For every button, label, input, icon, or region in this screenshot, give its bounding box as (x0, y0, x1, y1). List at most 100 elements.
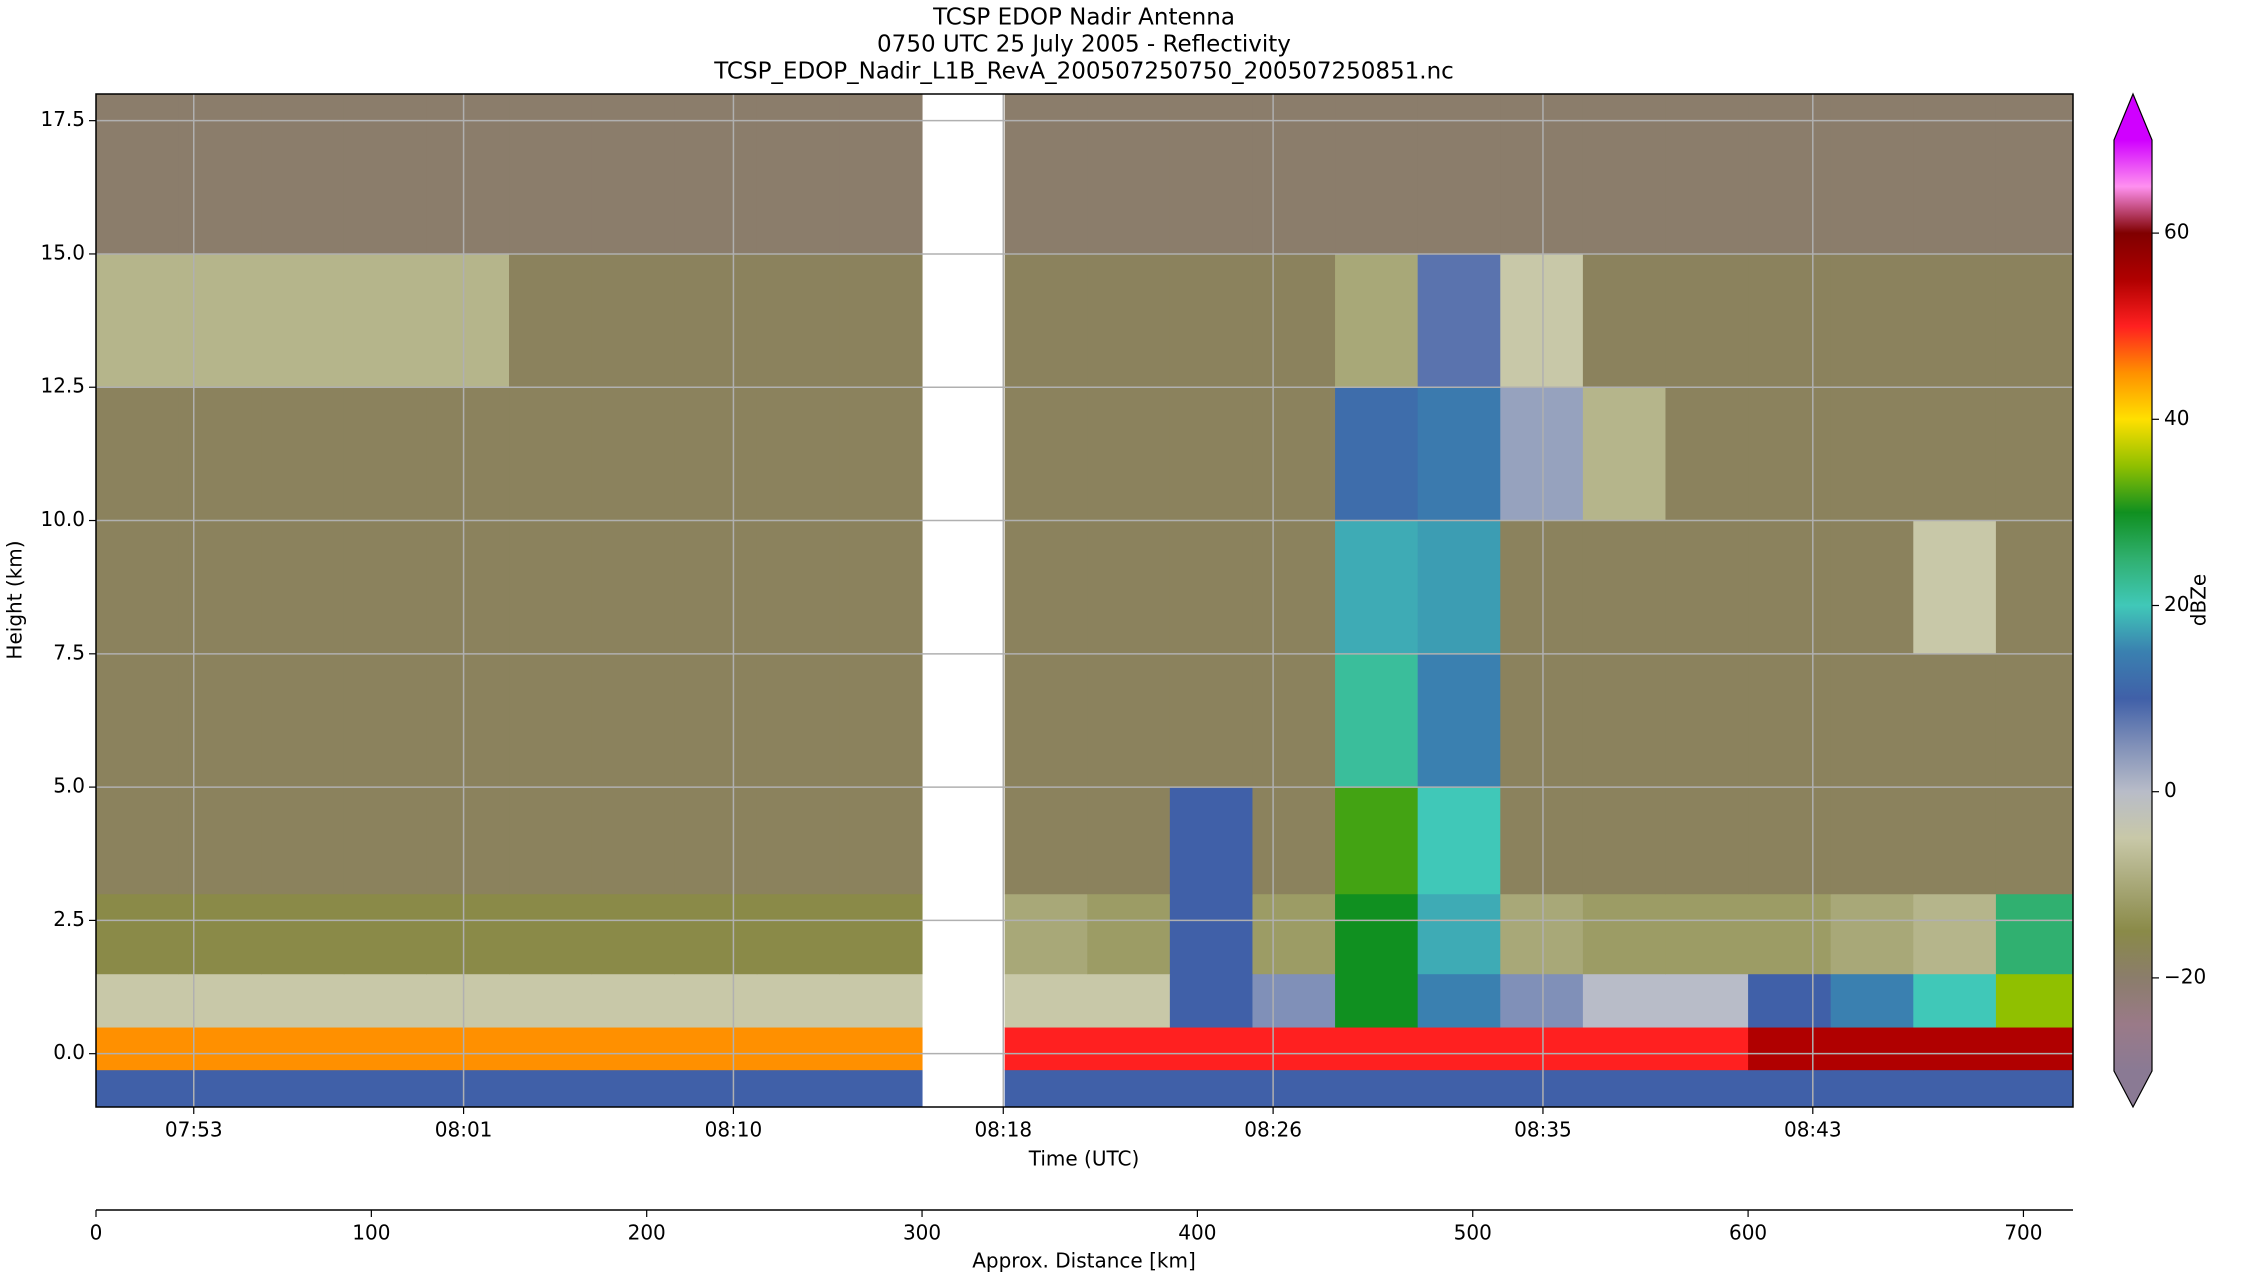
x-tick-label: 08:10 (705, 1118, 763, 1142)
heatmap-cell (1830, 253, 1914, 388)
heatmap-cell (1665, 253, 1749, 388)
heatmap-cell (1004, 973, 1088, 1028)
heatmap-cell (1004, 387, 1088, 522)
heatmap-cell (674, 787, 758, 895)
heatmap-cell (1665, 1069, 1749, 1107)
y-tick-label: 12.5 (40, 374, 85, 398)
y-tick-label: 0.0 (53, 1040, 85, 1064)
heatmap-cell (1913, 94, 1997, 255)
heatmap-cell (674, 94, 758, 255)
heatmap-cell (1500, 387, 1584, 522)
heatmap-cell (1087, 1069, 1171, 1107)
heatmap-cell (1252, 893, 1336, 975)
colorbar-tick-label: −20 (2164, 964, 2206, 988)
colorbar-tick-label: 40 (2164, 406, 2189, 430)
heatmap-cell (839, 787, 923, 895)
heatmap-cell (756, 253, 840, 388)
heatmap-cell (756, 520, 840, 655)
heatmap-cell (1087, 94, 1171, 255)
heatmap-cell (261, 253, 345, 388)
heatmap-cell (1748, 1069, 1832, 1107)
heatmap-cell (178, 787, 262, 895)
heatmap-cell (426, 973, 510, 1028)
x2-tick-label: 700 (2004, 1221, 2042, 1245)
heatmap-cell (343, 253, 427, 388)
heatmap-cell (1335, 1027, 1419, 1071)
colorbar-extend-bottom (2114, 1071, 2152, 1107)
heatmap-cell (1500, 253, 1584, 388)
heatmap-cell (756, 1069, 840, 1107)
heatmap-cell (178, 94, 262, 255)
heatmap-cell (1335, 893, 1419, 975)
heatmap-cell (261, 387, 345, 522)
heatmap-cell (178, 893, 262, 975)
heatmap-cell (591, 1027, 675, 1071)
heatmap-cell (1169, 94, 1253, 255)
heatmap-cell (1830, 653, 1914, 788)
heatmap-cell (343, 1069, 427, 1107)
heatmap-cell (1252, 387, 1336, 522)
heatmap-cell (1004, 1069, 1088, 1107)
heatmap-cell (1830, 893, 1914, 975)
y-tick-label: 7.5 (53, 640, 85, 664)
heatmap-cell (591, 653, 675, 788)
heatmap-cell (1169, 387, 1253, 522)
y-tick-label: 17.5 (40, 107, 85, 131)
heatmap-cell (1252, 520, 1336, 655)
heatmap-cell (1748, 520, 1832, 655)
heatmap-cell (1830, 1027, 1914, 1071)
heatmap-cell (426, 893, 510, 975)
heatmap-cell (1995, 973, 2073, 1028)
heatmap-cell (509, 973, 593, 1028)
heatmap-cell (426, 1027, 510, 1071)
colorbar-extend-top (2114, 94, 2152, 140)
heatmap-cell (1500, 893, 1584, 975)
heatmap-cell (1913, 787, 1997, 895)
colorbar (2114, 140, 2152, 1071)
heatmap-cell (839, 893, 923, 975)
plot-frame (95, 93, 2074, 1108)
chart-title: TCSP EDOP Nadir Antenna (932, 5, 1235, 31)
heatmap-cell (261, 1069, 345, 1107)
heatmap-cell (1087, 787, 1171, 895)
heatmap-cell (1995, 1027, 2073, 1071)
heatmap-cell (1748, 973, 1832, 1028)
heatmap-cell (1665, 653, 1749, 788)
heatmap-cell (178, 1027, 262, 1071)
heatmap-cell (96, 253, 180, 388)
heatmap-cell (1582, 653, 1666, 788)
heatmap-cell (1335, 520, 1419, 655)
heatmap-cell (591, 253, 675, 388)
heatmap-cell (1500, 973, 1584, 1028)
x-tick-label: 07:53 (165, 1118, 223, 1142)
heatmap-cell (509, 94, 593, 255)
heatmap-cell (1913, 973, 1997, 1028)
heatmap-cell (261, 973, 345, 1028)
heatmap-cell (178, 387, 262, 522)
heatmap-cell (839, 94, 923, 255)
heatmap-cell (1335, 653, 1419, 788)
heatmap-cell (1087, 973, 1171, 1028)
x2-tick-label: 400 (1178, 1221, 1216, 1245)
heatmap-cell (674, 973, 758, 1028)
heatmap-cell (1582, 973, 1666, 1028)
heatmap-cell (509, 1027, 593, 1071)
colorbar-tick-label: 20 (2164, 592, 2189, 616)
heatmap-cell (1995, 94, 2073, 255)
heatmap-cell (426, 387, 510, 522)
heatmap-cell (1748, 787, 1832, 895)
heatmap-cell (261, 653, 345, 788)
heatmap-cell (96, 653, 180, 788)
heatmap-cell (1582, 893, 1666, 975)
heatmap-cell (591, 1069, 675, 1107)
heatmap-cell (1913, 520, 1997, 655)
heatmap-cell (1087, 520, 1171, 655)
heatmap-cell (756, 387, 840, 522)
heatmap-cell (756, 893, 840, 975)
x2-tick-label: 600 (1729, 1221, 1767, 1245)
heatmap-cell (96, 94, 180, 255)
heatmap-cell (96, 973, 180, 1028)
heatmap-cell (1913, 387, 1997, 522)
heatmap-cell (1665, 973, 1749, 1028)
heatmap-cell (1913, 893, 1997, 975)
